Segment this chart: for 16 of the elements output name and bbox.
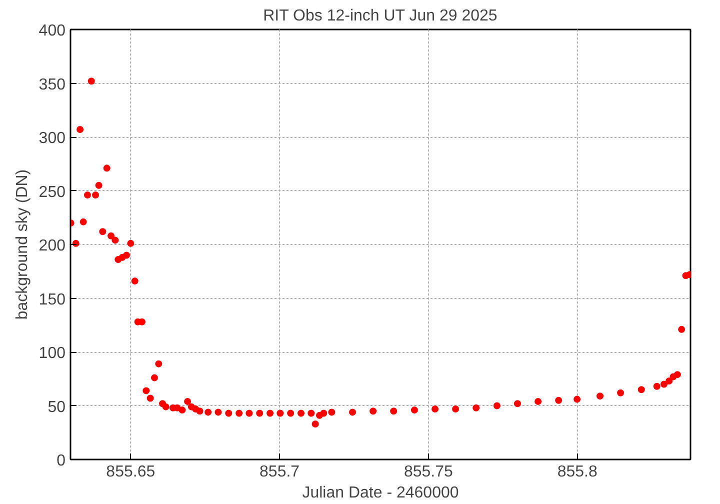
y-tick-label: 100 (38, 345, 66, 362)
chart-title: RIT Obs 12-inch UT Jun 29 2025 (263, 8, 498, 24)
y-axis-title: background sky (DN) (14, 169, 31, 320)
x-tick-label: 855.8 (557, 464, 598, 480)
y-tick-label: 200 (38, 238, 66, 254)
x-axis-title: Julian Date - 2460000 (302, 484, 459, 502)
y-tick-label: 350 (38, 76, 66, 94)
y-tick-label: 150 (38, 291, 66, 308)
y-tick-label: 300 (38, 130, 66, 147)
x-tick-label: 855.75 (404, 464, 454, 480)
y-tick-label: 400 (38, 22, 66, 40)
x-tick-label: 855.65 (106, 464, 156, 480)
y-tick-label: 50 (48, 398, 66, 416)
y-tick-label: 0 (56, 452, 66, 470)
y-tick-label: 250 (38, 184, 66, 201)
x-tick-label: 855.7 (260, 464, 300, 480)
